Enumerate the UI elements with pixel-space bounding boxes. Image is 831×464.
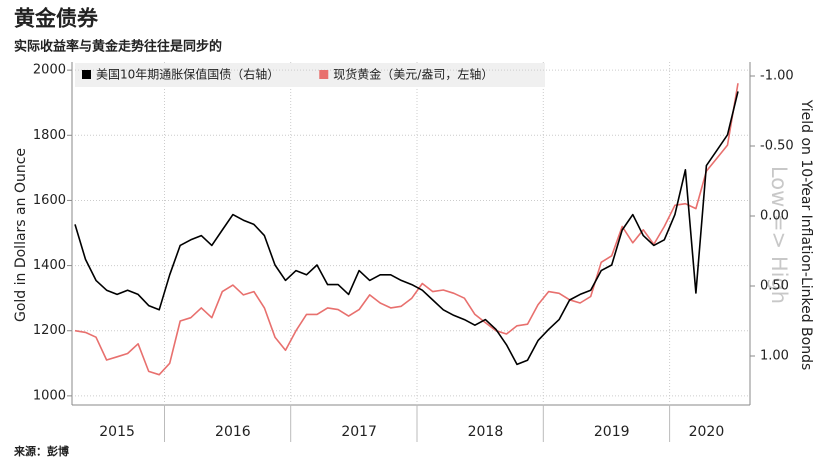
legend-swatch: [319, 70, 329, 79]
x-tick-label: 2019: [594, 424, 630, 440]
legend-label: 现货黄金（美元/盎司，左轴）: [333, 67, 493, 82]
annotation: Low => High: [767, 166, 791, 304]
y2-tick-label: 1.00: [760, 349, 789, 364]
y2-axis-label: Yield on 10-Year Inflation-Linked Bonds: [798, 99, 814, 371]
chart-subtitle: 实际收益率与黄金走势往往是同步的: [14, 39, 222, 55]
x-tick-label: 2017: [341, 424, 377, 440]
y-tick-label: 2000: [33, 63, 66, 78]
x-tick-label: 2018: [468, 424, 504, 440]
legend-box: [75, 63, 545, 87]
y2-tick-label: 0.00: [760, 209, 789, 224]
y2-tick-label: -1.00: [760, 69, 794, 84]
x-tick-label: 2020: [689, 424, 725, 440]
line-series: [74, 83, 739, 376]
line-series: [74, 91, 739, 366]
y2-tick-label: 0.50: [760, 279, 789, 294]
x-tick-label: 2016: [215, 424, 251, 440]
y-tick-label: 1200: [33, 323, 66, 338]
legend-label: 美国10年期通胀保值国债（右轴）: [96, 67, 279, 82]
y-tick-label: 1800: [33, 128, 66, 143]
y-tick-label: 1600: [33, 193, 66, 208]
y2-tick-label: -0.50: [760, 139, 794, 154]
y-axis-label: Gold in Dollars an Ounce: [13, 148, 29, 322]
y-tick-label: 1400: [33, 258, 66, 273]
y-tick-label: 1000: [33, 388, 66, 403]
source: 来源：彭博: [13, 444, 69, 458]
chart-title: 黄金债券: [14, 6, 99, 31]
x-tick-label: 2015: [99, 424, 135, 440]
year-separators: [164, 62, 671, 442]
legend-swatch: [82, 70, 91, 79]
